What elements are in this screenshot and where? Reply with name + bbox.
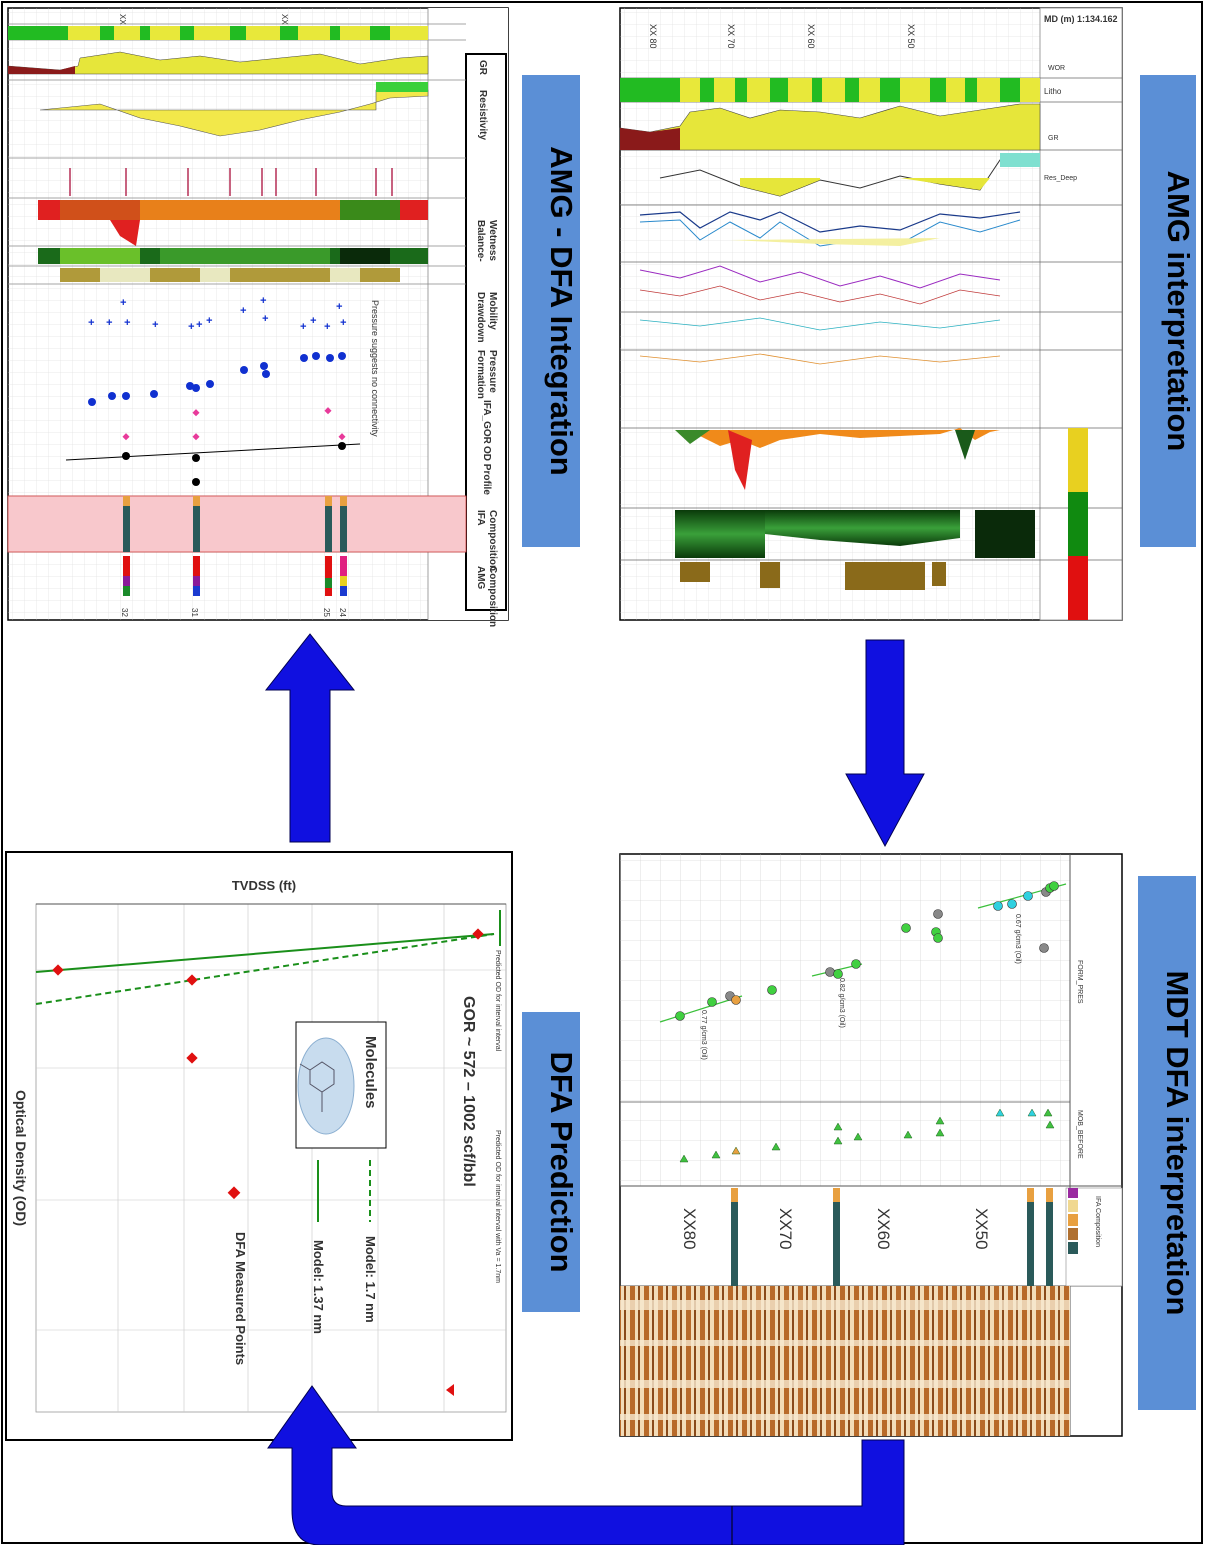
svg-text:+: + <box>324 322 331 334</box>
station-label-32: 32 <box>120 608 129 617</box>
header-resistivity: Resistivity <box>477 90 488 140</box>
svg-text:+: + <box>196 320 203 332</box>
legend-model-1.37: Model: 1.37 nm <box>311 1240 326 1334</box>
mdt-depth-xx70: XX70 <box>776 1208 795 1250</box>
banner-amg-dfa-integration-text: AMG - DFA Integration <box>544 146 579 476</box>
dfa-y-axis-label: Optical Density (OD) <box>13 1090 29 1226</box>
svg-text:AMG: AMG <box>475 566 486 590</box>
svg-text:+: + <box>300 322 307 334</box>
ifa-band <box>7 495 467 553</box>
arrow-amg-to-mdt <box>845 639 925 848</box>
svg-text:XX 75: XX 75 <box>118 14 127 36</box>
amg-log-scale: MD (m) 1:134.162 <box>1044 14 1118 24</box>
arrow-mdt-to-dfa <box>267 1385 905 1545</box>
svg-text:XX 50: XX 50 <box>906 24 916 49</box>
svg-text:XX 70: XX 70 <box>726 24 736 49</box>
svg-text:+: + <box>88 318 95 330</box>
banner-mdt-dfa-interpretation: MDT DFA interpretation <box>1138 876 1196 1410</box>
mdt-depth-xx50: XX50 <box>972 1208 991 1250</box>
model-1.7nm-line <box>35 933 495 1005</box>
svg-text:+: + <box>120 298 127 310</box>
header-ifa-gor: IFA_GOR <box>481 400 492 445</box>
gor-text: GOR ~ 572 – 1002 scf/bbl <box>460 996 477 1187</box>
predicted-dashed-label: Predicted OD for interval interval with … <box>494 1130 501 1283</box>
svg-text:Formation: Formation <box>475 350 486 399</box>
pressure-dots <box>88 352 346 406</box>
banner-amg-dfa-integration: AMG - DFA Integration <box>522 75 580 547</box>
mdt-mobility-triangles <box>679 1108 1055 1163</box>
header-od-profile: OD Profile <box>481 446 492 495</box>
header-balance-wetness: Balance- <box>475 220 486 262</box>
svg-text:+: + <box>340 318 347 330</box>
predicted-solid-label: Predicted OD for interval interval <box>494 950 501 1052</box>
svg-text:GR: GR <box>1048 135 1059 142</box>
arrow-dfa-to-integration <box>264 633 356 843</box>
header-gr: GR <box>477 60 488 76</box>
svg-text:Pressure: Pressure <box>487 350 498 393</box>
svg-text:+: + <box>188 322 195 334</box>
svg-text:+: + <box>106 318 113 330</box>
molecules-box: Molecules <box>295 1021 387 1149</box>
core-image <box>620 1286 1070 1436</box>
mdt-depth-xx80: XX80 <box>680 1208 699 1250</box>
mdt-pressure-points <box>675 881 1059 1021</box>
station-label-31: 31 <box>190 608 199 617</box>
mobility-crosses: + + ++ + + ++ +++ + + +++ <box>88 296 347 334</box>
amg-log-panel: MD (m) 1:134.162 XX 80 XX 70 XX 60 XX 50 <box>619 7 1123 621</box>
pressure-annotation: Pressure suggests no connectivity <box>370 300 380 437</box>
svg-text:IFA: IFA <box>475 510 486 526</box>
model-1.37nm-line <box>35 933 495 973</box>
gradient-label-1: 0.77 g/cm3 (Oil) <box>700 1010 707 1060</box>
svg-text:+: + <box>124 318 131 330</box>
gradient-label-2: 0.82 g/cm3 (Oil) <box>838 978 845 1028</box>
gradient-label-3: 0.67 g/cm3 (Oil) <box>1014 914 1021 964</box>
svg-text:+: + <box>260 296 267 308</box>
station-label-24: 24 <box>338 608 347 617</box>
legend-measured: DFA Measured Points <box>233 1232 248 1365</box>
svg-text:Litho: Litho <box>1044 87 1062 96</box>
mdt-ifa-header: IFA Composition <box>1094 1196 1101 1247</box>
svg-text:+: + <box>310 316 317 328</box>
mdt-depth-xx60: XX60 <box>874 1208 893 1250</box>
molecules-label: Molecules <box>362 1036 379 1109</box>
svg-text:Composition: Composition <box>487 510 498 571</box>
dfa-measured-points <box>52 928 484 1396</box>
svg-text:Mobility: Mobility <box>487 292 498 330</box>
banner-mdt-dfa-interpretation-text: MDT DFA interpretation <box>1160 970 1195 1315</box>
dfa-x-axis-label: TVDSS (ft) <box>232 878 296 893</box>
svg-text:XX 60: XX 60 <box>806 24 816 49</box>
svg-text:+: + <box>240 306 247 318</box>
svg-text:MOB_BEFORE: MOB_BEFORE <box>1076 1110 1083 1159</box>
svg-text:+: + <box>206 316 213 328</box>
svg-text:Drawdown: Drawdown <box>475 292 486 343</box>
banner-amg-interpretation: AMG interpretation <box>1140 75 1196 547</box>
legend-model-1.7: Model: 1.7 nm <box>363 1236 378 1323</box>
integration-log-panel: XX 75 XX 50 <box>7 7 509 627</box>
svg-text:Wetness: Wetness <box>487 220 498 261</box>
banner-amg-interpretation-text: AMG interpretation <box>1161 171 1196 452</box>
svg-text:XX 50: XX 50 <box>280 14 289 36</box>
svg-text:FORM_PRES: FORM_PRES <box>1076 960 1083 1004</box>
svg-text:+: + <box>152 320 159 332</box>
banner-dfa-prediction-text: DFA Prediction <box>544 1051 579 1272</box>
station-label-25: 25 <box>322 608 331 617</box>
svg-text:Res_Deep: Res_Deep <box>1044 175 1077 182</box>
svg-text:+: + <box>262 314 269 326</box>
dfa-prediction-panel: TVDSS (ft) Optical Density (OD) GOR ~ 57… <box>5 851 513 1441</box>
svg-text:WOR: WOR <box>1048 65 1065 72</box>
svg-text:+: + <box>336 302 343 314</box>
mdt-log-panel: FORM_PRES MOB_BEFORE <box>619 853 1123 1437</box>
banner-dfa-prediction: DFA Prediction <box>522 1012 580 1312</box>
svg-text:XX 80: XX 80 <box>648 24 658 49</box>
svg-text:Composition: Composition <box>487 566 498 627</box>
